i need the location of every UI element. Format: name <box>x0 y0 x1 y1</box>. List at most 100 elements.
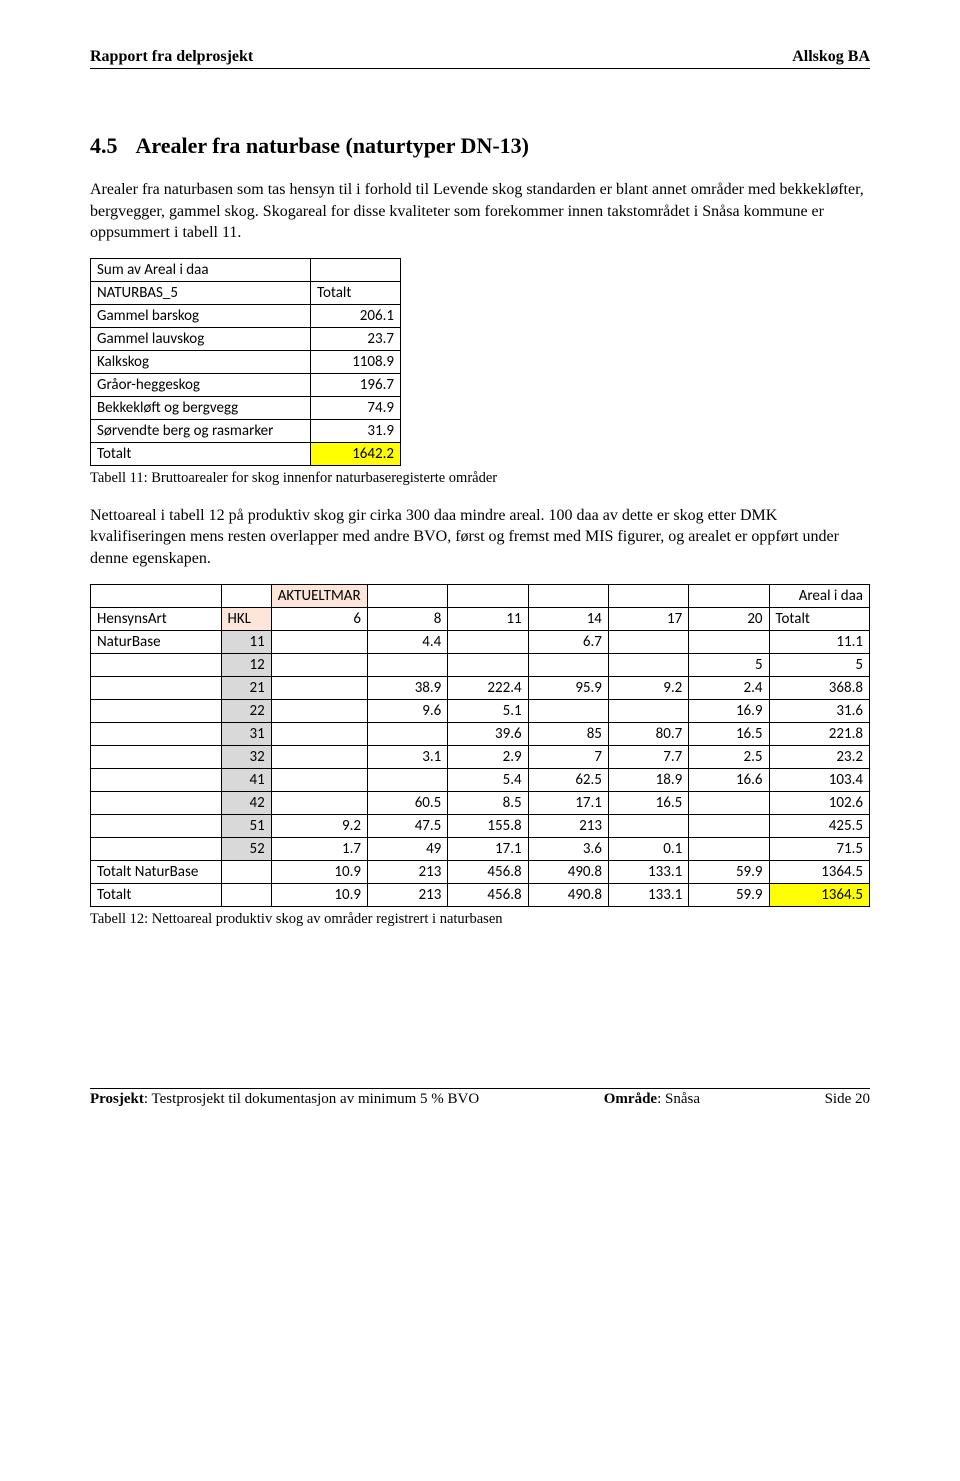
table-row: 519.247.5155.8213425.5 <box>91 814 870 837</box>
data-cell: 10.9 <box>271 860 367 883</box>
data-cell: 10.9 <box>271 883 367 906</box>
data-cell: 85 <box>528 722 608 745</box>
data-cell: 5 <box>689 653 769 676</box>
empty-cell <box>608 584 688 607</box>
table-row: NATURBAS_5 Totalt <box>91 281 401 304</box>
hkl-cell: 22 <box>221 699 271 722</box>
data-cell <box>689 814 769 837</box>
row-total: 23.2 <box>769 745 869 768</box>
data-cell: 16.9 <box>689 699 769 722</box>
col-header: 17 <box>608 607 688 630</box>
footer-right: Side 20 <box>825 1091 870 1108</box>
data-cell <box>528 653 608 676</box>
table-row: 229.65.116.931.6 <box>91 699 870 722</box>
table-row-total: Totalt 1642.2 <box>91 442 401 465</box>
data-cell: 5.4 <box>448 768 528 791</box>
areal-header: Areal i daa <box>769 584 869 607</box>
section-heading: 4.5Arealer fra naturbase (naturtyper DN-… <box>90 133 870 159</box>
data-cell: 16.5 <box>608 791 688 814</box>
table-row-grand-total: Totalt 10.9213456.8490.8133.159.91364.5 <box>91 883 870 906</box>
empty-cell <box>91 584 222 607</box>
section-title: Arealer fra naturbase (naturtyper DN-13) <box>136 133 530 158</box>
paragraph-2: Nettoareal i tabell 12 på produktiv skog… <box>90 505 870 570</box>
table-row: 415.462.518.916.6103.4 <box>91 768 870 791</box>
row-label: Gammel lauvskog <box>91 327 311 350</box>
page-header: Rapport fra delprosjekt Allskog BA <box>90 48 870 69</box>
data-cell <box>608 653 688 676</box>
row-label <box>91 814 222 837</box>
empty-cell <box>311 258 401 281</box>
data-cell: 80.7 <box>608 722 688 745</box>
col-header: HKL <box>221 607 271 630</box>
col-header: 6 <box>271 607 367 630</box>
data-cell <box>271 745 367 768</box>
footer-left: Prosjekt: Testprosjekt til dokumentasjon… <box>90 1091 479 1108</box>
total-value: 1642.2 <box>311 442 401 465</box>
col-header: 11 <box>448 607 528 630</box>
col-header: Totalt <box>769 607 869 630</box>
empty-cell <box>448 584 528 607</box>
row-value: 23.7 <box>311 327 401 350</box>
row-total: 11.1 <box>769 630 869 653</box>
row-value: 31.9 <box>311 419 401 442</box>
hkl-cell: 31 <box>221 722 271 745</box>
row-total: 102.6 <box>769 791 869 814</box>
subtotal-label: Totalt NaturBase <box>91 860 222 883</box>
data-cell <box>367 722 447 745</box>
table-row: 3139.68580.716.5221.8 <box>91 722 870 745</box>
paragraph-1: Arealer fra naturbasen som tas hensyn ti… <box>90 179 870 244</box>
data-cell: 0.1 <box>608 837 688 860</box>
data-cell: 7.7 <box>608 745 688 768</box>
data-cell: 490.8 <box>528 860 608 883</box>
grand-total-label: Totalt <box>91 883 222 906</box>
table-row: 521.74917.13.60.171.5 <box>91 837 870 860</box>
row-label <box>91 653 222 676</box>
header-left: Rapport fra delprosjekt <box>90 48 253 66</box>
row-label <box>91 837 222 860</box>
data-cell: 49 <box>367 837 447 860</box>
col-header: Totalt <box>311 281 401 304</box>
data-cell: 16.6 <box>689 768 769 791</box>
row-label <box>91 791 222 814</box>
data-cell <box>689 791 769 814</box>
col-header: NATURBAS_5 <box>91 281 311 304</box>
data-cell <box>271 630 367 653</box>
row-total: 5 <box>769 653 869 676</box>
data-cell: 18.9 <box>608 768 688 791</box>
data-cell: 2.4 <box>689 676 769 699</box>
row-total: 425.5 <box>769 814 869 837</box>
data-cell <box>448 653 528 676</box>
row-label <box>91 676 222 699</box>
data-cell: 2.5 <box>689 745 769 768</box>
row-total: 1364.5 <box>769 883 869 906</box>
data-cell <box>448 630 528 653</box>
data-cell: 6.7 <box>528 630 608 653</box>
table-row: 4260.58.517.116.5102.6 <box>91 791 870 814</box>
data-cell <box>271 768 367 791</box>
data-cell: 8.5 <box>448 791 528 814</box>
empty-cell <box>221 860 271 883</box>
data-cell: 490.8 <box>528 883 608 906</box>
col-header: 14 <box>528 607 608 630</box>
data-cell <box>608 699 688 722</box>
data-cell: 7 <box>528 745 608 768</box>
data-cell <box>689 630 769 653</box>
table-header-row: HensynsArt HKL 6811141720Totalt <box>91 607 870 630</box>
empty-cell <box>221 883 271 906</box>
table-row-subtotal: Totalt NaturBase 10.9213456.8490.8133.15… <box>91 860 870 883</box>
data-cell: 17.1 <box>528 791 608 814</box>
row-label <box>91 699 222 722</box>
data-cell: 59.9 <box>689 883 769 906</box>
data-cell <box>271 722 367 745</box>
data-cell: 9.6 <box>367 699 447 722</box>
data-cell: 39.6 <box>448 722 528 745</box>
row-label: Bekkekløft og bergvegg <box>91 396 311 419</box>
data-cell <box>271 699 367 722</box>
hkl-cell: 21 <box>221 676 271 699</box>
data-cell <box>528 699 608 722</box>
hkl-cell: 32 <box>221 745 271 768</box>
table-row: 1255 <box>91 653 870 676</box>
empty-cell <box>689 584 769 607</box>
row-total: 31.6 <box>769 699 869 722</box>
hkl-cell: 51 <box>221 814 271 837</box>
